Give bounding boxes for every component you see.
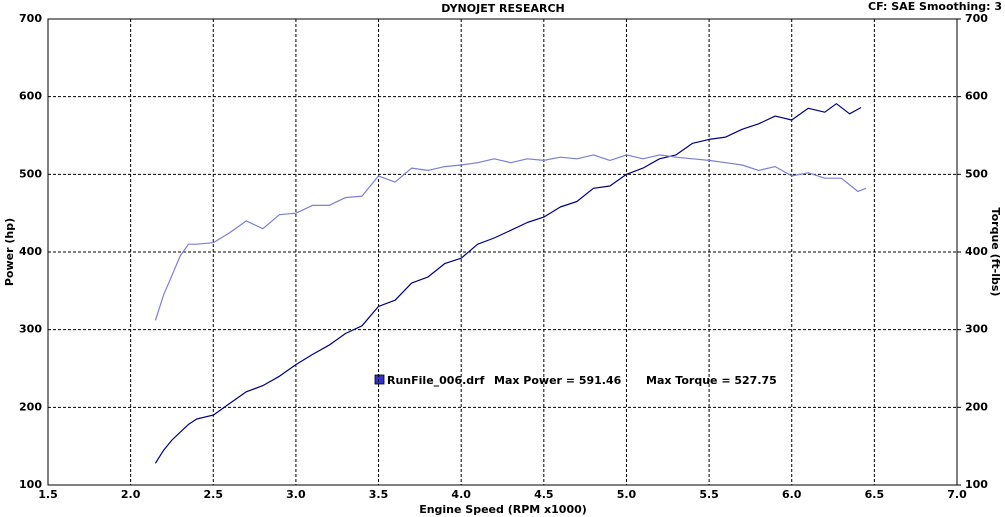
x-tick-label: 6.5 (865, 488, 885, 501)
x-tick-label: 5.5 (699, 488, 719, 501)
x-tick-label: 2.5 (204, 488, 224, 501)
y-tick-label: 100 (19, 478, 42, 491)
x-tick-label: 3.0 (286, 488, 306, 501)
y-tick-label: 300 (19, 323, 42, 336)
annotation: Max Torque = 527.75 (646, 374, 777, 387)
y2-tick-label: 200 (965, 400, 988, 413)
x-tick-label: 6.0 (782, 488, 802, 501)
data-line (154, 103, 862, 464)
x-tick-label: 4.0 (451, 488, 471, 501)
y2-axis-label: Torque (ft-lbs) (989, 208, 1002, 297)
y-tick-label: 400 (19, 245, 42, 258)
y-tick-label: 600 (19, 90, 42, 103)
y2-tick-label: 100 (965, 478, 988, 491)
y-tick-label: 500 (19, 167, 42, 180)
y2-tick-label: 700 (965, 12, 988, 25)
y2-tick-label: 500 (965, 167, 988, 180)
x-tick-label: 3.5 (369, 488, 389, 501)
y-axis-label: Power (hp) (3, 218, 16, 286)
y-tick-label: 200 (19, 400, 42, 413)
x-tick-label: 4.5 (534, 488, 554, 501)
annotation: Max Power = 591.46 (494, 374, 622, 387)
y2-tick-label: 600 (965, 90, 988, 103)
x-axis-label: Engine Speed (RPM x1000) (419, 503, 587, 516)
chart-subtitle: CF: SAE Smoothing: 3 (868, 0, 1002, 13)
y2-tick-label: 300 (965, 323, 988, 336)
chart-title: DYNOJET RESEARCH (441, 2, 564, 15)
y-tick-label: 700 (19, 12, 42, 25)
x-tick-label: 7.0 (947, 488, 967, 501)
x-tick-label: 5.0 (617, 488, 637, 501)
x-tick-label: 1.5 (38, 488, 58, 501)
x-tick-label: 2.0 (121, 488, 141, 501)
annotation: RunFile_006.drf (387, 374, 485, 387)
y2-tick-label: 400 (965, 245, 988, 258)
data-line (154, 154, 867, 321)
legend-swatch (374, 374, 385, 385)
